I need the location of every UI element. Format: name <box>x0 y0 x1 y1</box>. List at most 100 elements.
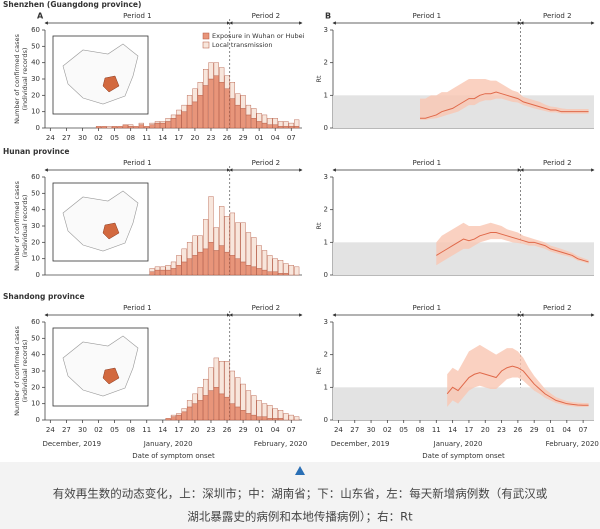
x-tick-label: 30 <box>78 426 87 434</box>
x-tick-label: 14 <box>158 426 167 434</box>
bar <box>154 266 161 271</box>
confidence-band <box>420 79 589 120</box>
bar <box>128 126 134 129</box>
y-tick-label: 20 <box>31 91 40 99</box>
bar <box>267 255 273 272</box>
bar <box>203 248 209 276</box>
bar <box>165 121 171 129</box>
bar <box>149 122 155 125</box>
x-tick-label: 29 <box>530 426 539 434</box>
inset-map <box>62 43 139 105</box>
bar <box>213 357 219 388</box>
period-label: Period 2 <box>543 12 572 20</box>
panel-title: Shenzhen (Guangdong province) <box>3 0 141 9</box>
bar <box>256 268 262 276</box>
bar <box>186 95 193 106</box>
panel-title: Hunan province <box>3 147 70 156</box>
bar <box>213 227 219 251</box>
y-tick-label: 0 <box>36 416 40 424</box>
x-tick-label: 02 <box>383 426 392 434</box>
bar <box>294 119 300 127</box>
bar <box>106 126 112 129</box>
bar <box>229 255 236 276</box>
bar <box>251 395 257 416</box>
bar <box>165 418 171 421</box>
bar <box>192 403 198 421</box>
bar <box>203 378 209 396</box>
x-tick-label: 26 <box>223 426 232 434</box>
bar <box>176 109 182 116</box>
y-tick-label: 3 <box>324 26 328 34</box>
y-tick-label: 30 <box>31 222 40 230</box>
y-tick-label: 10 <box>31 255 40 263</box>
period-label: Period 2 <box>252 12 281 20</box>
bar <box>267 117 273 125</box>
period-label: Period 2 <box>252 159 281 167</box>
y-axis-label: (individual records) <box>21 48 29 111</box>
bar <box>294 266 300 276</box>
bar <box>176 414 182 421</box>
x-tick-label: 01 <box>546 426 555 434</box>
bar <box>181 248 187 263</box>
bar <box>170 117 177 129</box>
x-tick-label: 26 <box>223 134 232 142</box>
y-tick-label: 30 <box>31 75 40 83</box>
x-tick-label: 07 <box>579 426 588 434</box>
bar <box>219 82 225 129</box>
x-tick-label: 14 <box>448 426 457 434</box>
x-tick-label: 05 <box>110 134 119 142</box>
bar <box>197 235 203 253</box>
bar <box>277 418 284 421</box>
inset-map-province <box>102 222 120 240</box>
bar <box>160 266 166 271</box>
bar <box>176 114 182 129</box>
bar <box>219 206 225 246</box>
bar <box>160 121 166 124</box>
bar <box>251 108 257 119</box>
bar <box>154 269 161 276</box>
bar <box>192 101 198 129</box>
bar <box>261 114 268 124</box>
y-tick-label: 0 <box>324 271 328 279</box>
bar <box>256 113 262 122</box>
y-tick-label: 20 <box>31 238 40 246</box>
bar <box>224 215 230 253</box>
bar <box>229 403 236 421</box>
bar <box>181 111 187 129</box>
bar <box>95 126 102 129</box>
bar <box>165 117 171 122</box>
legend-swatch <box>202 41 210 49</box>
bar <box>277 126 284 129</box>
x-tick-label: 04 <box>562 426 571 434</box>
bar <box>203 219 209 250</box>
bar <box>277 260 284 274</box>
bar <box>101 126 107 129</box>
bar <box>213 387 219 421</box>
y-tick-label: 50 <box>31 189 40 197</box>
bar <box>272 124 278 129</box>
bar <box>208 390 214 421</box>
y-tick-label: 40 <box>31 206 40 214</box>
x-group-label: December, 2019 <box>331 440 390 448</box>
bar <box>272 418 278 421</box>
bar <box>176 413 182 416</box>
y-tick-label: 3 <box>324 173 328 181</box>
bar <box>256 400 262 417</box>
x-tick-label: 27 <box>350 426 359 434</box>
x-tick-label: 08 <box>126 426 135 434</box>
bar <box>203 85 209 129</box>
bar <box>229 98 236 129</box>
bar <box>251 117 257 129</box>
bar <box>224 88 230 129</box>
x-group-label: December, 2019 <box>42 440 101 448</box>
bar <box>267 124 273 129</box>
x-tick-label: 27 <box>62 134 71 142</box>
bar <box>219 361 225 395</box>
y-tick-label: 2 <box>324 206 328 214</box>
bar <box>261 416 268 421</box>
bar <box>277 121 284 127</box>
bar <box>240 410 246 421</box>
x-tick-label: 11 <box>142 134 151 142</box>
